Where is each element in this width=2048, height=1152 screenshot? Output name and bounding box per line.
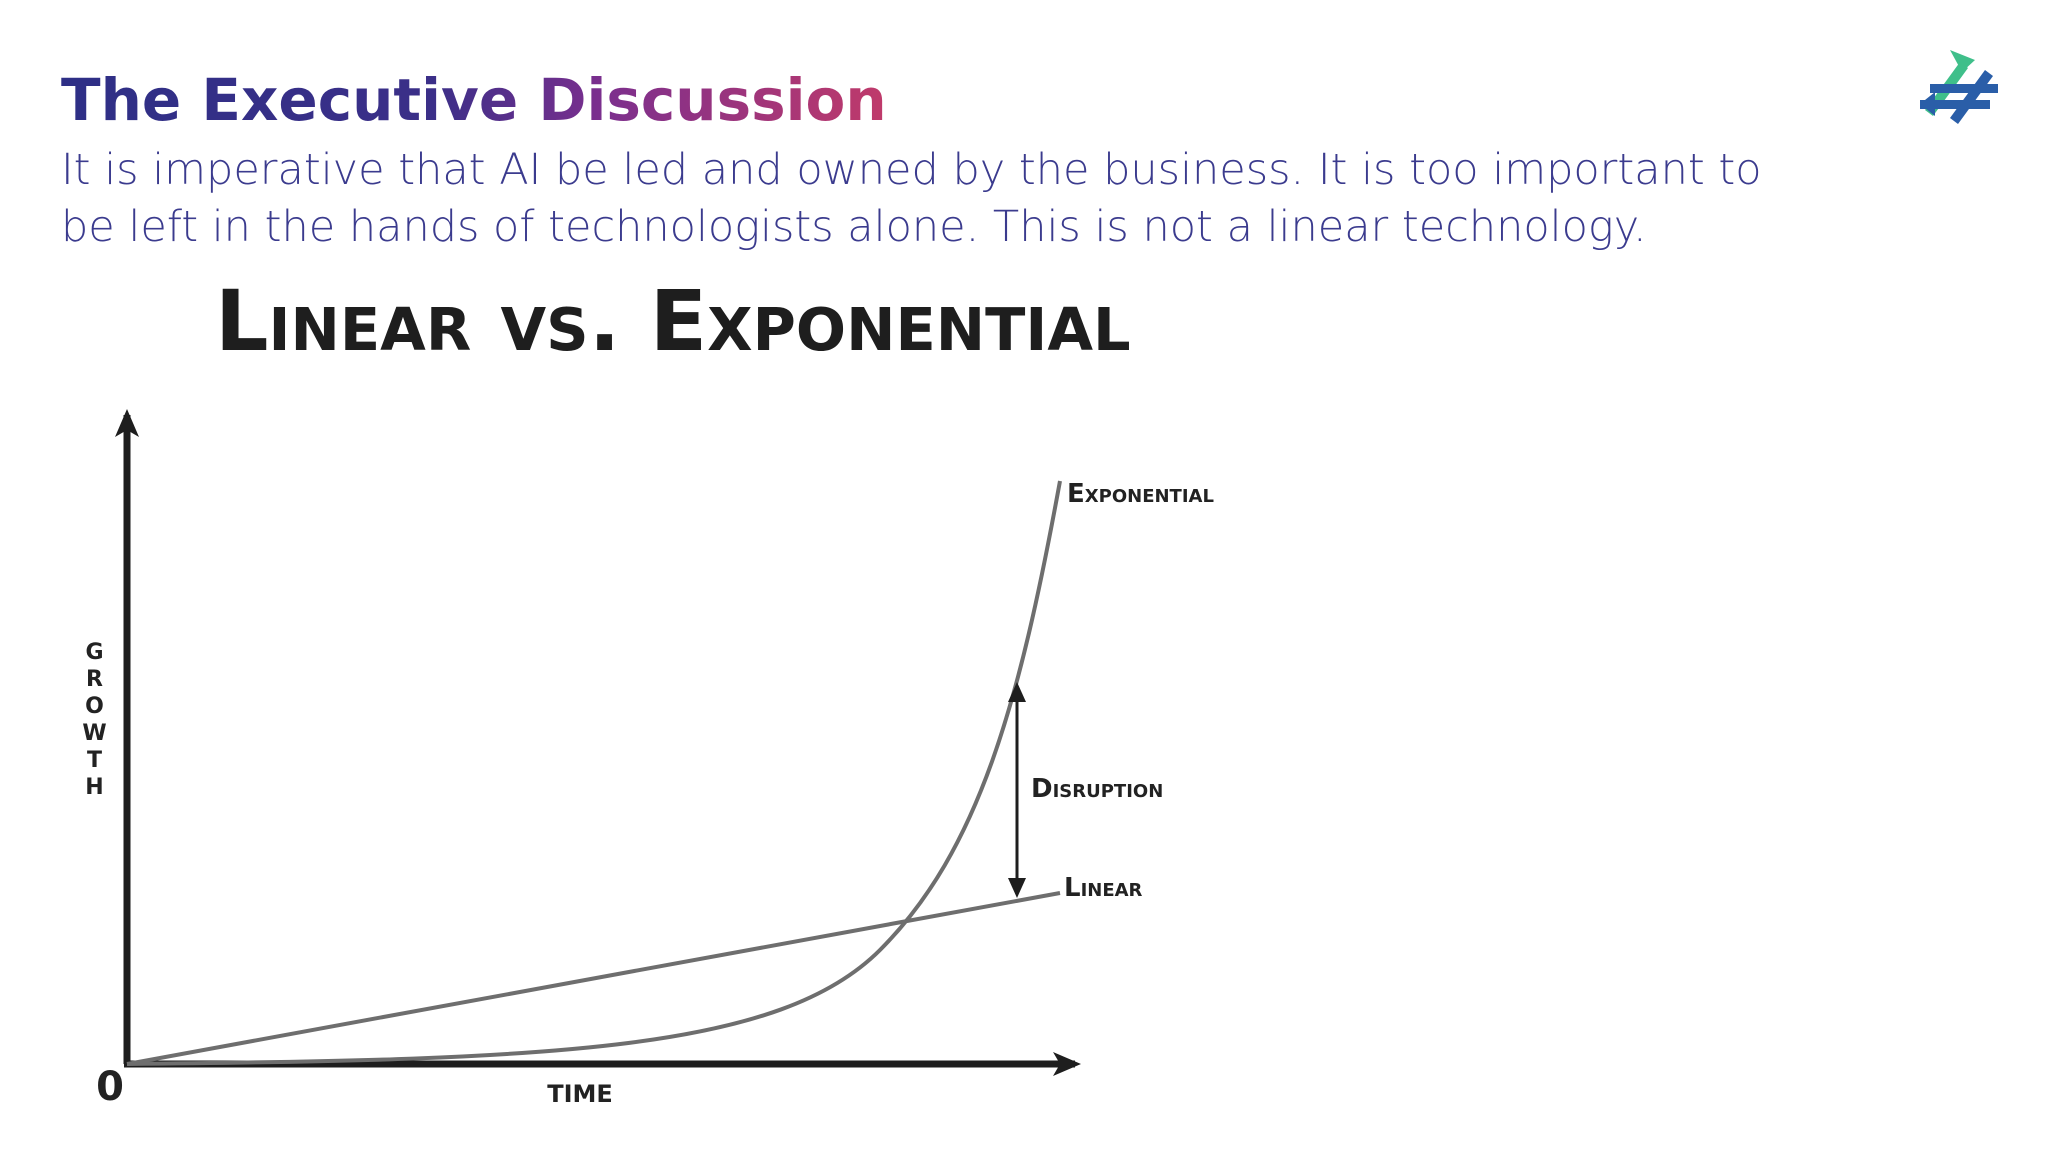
slide-title: The Executive Discussion (61, 66, 887, 134)
x-axis-label: TIME (547, 1080, 613, 1108)
origin-label: 0 (96, 1064, 124, 1110)
logo (1920, 50, 1998, 124)
y-axis-label: GROWTH (82, 640, 107, 802)
disruption-label: Disruption (1031, 774, 1163, 804)
exponential-label: Exponential (1067, 479, 1214, 509)
arrow-head (1008, 878, 1026, 898)
linear-curve (126, 891, 1061, 1066)
arrow-head (1008, 682, 1026, 702)
linear-label: Linear (1064, 873, 1143, 903)
diagram-title: Linear vs. Exponential (215, 272, 1131, 370)
slide-subtitle: It is imperative that AI be led and owne… (61, 145, 1762, 252)
